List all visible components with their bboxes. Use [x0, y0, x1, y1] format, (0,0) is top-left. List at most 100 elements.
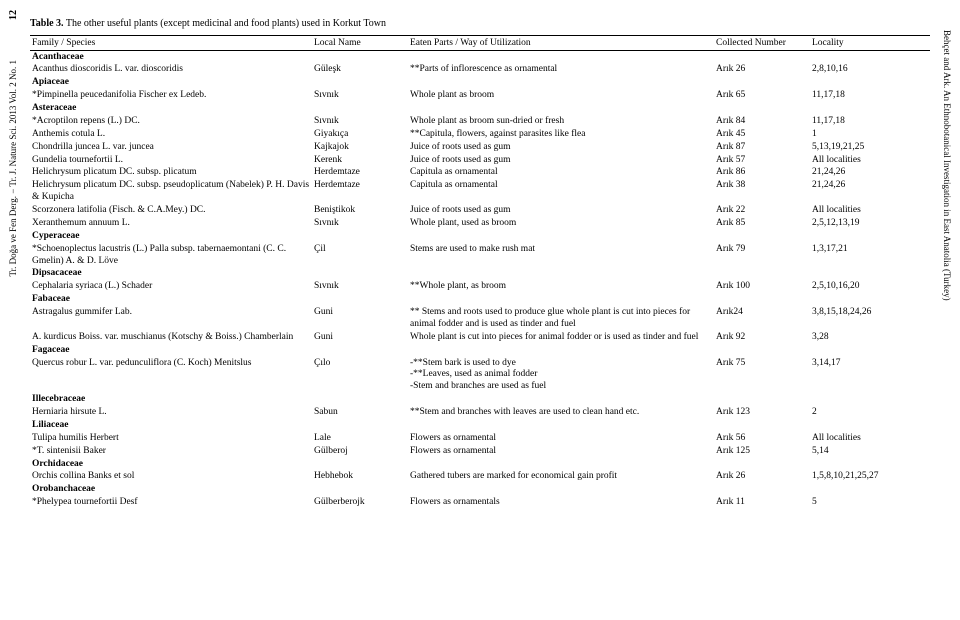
- species-cell: A. kurdicus Boiss. var. muschianus (Kots…: [30, 331, 312, 344]
- local-name-cell: Kerenk: [312, 154, 408, 167]
- species-cell: Astragalus gummifer Lab.: [30, 307, 312, 332]
- header-eaten: Eaten Parts / Way of Utilization: [408, 36, 714, 51]
- table-row: *Pimpinella peucedanifolia Fischer ex Le…: [30, 90, 930, 103]
- table-caption-text: The other useful plants (except medicina…: [66, 18, 386, 29]
- local-name-cell: Hebhebok: [312, 471, 408, 484]
- local-name-cell: Beniştikok: [312, 205, 408, 218]
- species-cell: Anthemis cotula L.: [30, 128, 312, 141]
- collected-cell: Arık 75: [714, 357, 810, 394]
- species-cell: Acanthus dioscoridis L. var. dioscoridis: [30, 64, 312, 77]
- locality-cell: 3,8,15,18,24,26: [810, 307, 930, 332]
- eaten-cell: **Whole plant, as broom: [408, 281, 714, 294]
- collected-cell: Arık 87: [714, 141, 810, 154]
- table-row: Apiaceae: [30, 77, 930, 90]
- family-cell: Asteraceae: [30, 103, 930, 116]
- table-row: Gundelia tournefortii L.KerenkJuice of r…: [30, 154, 930, 167]
- header-locality: Locality: [810, 36, 930, 51]
- locality-cell: 3,14,17: [810, 357, 930, 394]
- table-row: Acanthus dioscoridis L. var. dioscoridis…: [30, 64, 930, 77]
- eaten-cell: Capitula as ornamental: [408, 167, 714, 180]
- species-cell: Scorzonera latifolia (Fisch. & C.A.Mey.)…: [30, 205, 312, 218]
- species-cell: *Acroptilon repens (L.) DC.: [30, 115, 312, 128]
- species-cell: *Schoenoplectus lacustris (L.) Palla sub…: [30, 243, 312, 268]
- locality-cell: 21,24,26: [810, 167, 930, 180]
- family-cell: Fagaceae: [30, 344, 930, 357]
- local-name-cell: Lale: [312, 432, 408, 445]
- locality-cell: All localities: [810, 205, 930, 218]
- left-running-head: Tr. Doğa ve Fen Derg. − Tr. J. Nature Sc…: [8, 60, 18, 277]
- table-row: Acanthaceae: [30, 51, 930, 64]
- table-row: Quercus robur L. var. pedunculiflora (C.…: [30, 357, 930, 394]
- right-running-head: Behçet and Ark. An Ethnobotanical Invest…: [942, 30, 952, 301]
- species-cell: *Phelypea tournefortii Desf: [30, 497, 312, 510]
- header-species: Family / Species: [30, 36, 312, 51]
- species-cell: Orchis collina Banks et sol: [30, 471, 312, 484]
- collected-cell: Arık 85: [714, 217, 810, 230]
- eaten-cell: Whole plant as broom: [408, 90, 714, 103]
- locality-cell: 21,24,26: [810, 180, 930, 205]
- locality-cell: 1,3,17,21: [810, 243, 930, 268]
- eaten-cell: Stems are used to make rush mat: [408, 243, 714, 268]
- locality-cell: 2,5,10,16,20: [810, 281, 930, 294]
- page-number: 12: [8, 10, 19, 20]
- collected-cell: Arık 56: [714, 432, 810, 445]
- eaten-cell: Juice of roots used as gum: [408, 141, 714, 154]
- table-row: Helichrysum plicatum DC. subsp. plicatum…: [30, 167, 930, 180]
- species-cell: Helichrysum plicatum DC. subsp. pseudopl…: [30, 180, 312, 205]
- eaten-cell: -**Stem bark is used to dye-**Leaves, us…: [408, 357, 714, 394]
- table-row: Illecebraceae: [30, 394, 930, 407]
- family-cell: Cyperaceae: [30, 230, 930, 243]
- locality-cell: 1: [810, 128, 930, 141]
- collected-cell: Arık 26: [714, 64, 810, 77]
- locality-cell: 2: [810, 407, 930, 420]
- species-cell: Quercus robur L. var. pedunculiflora (C.…: [30, 357, 312, 394]
- table-row: Orobanchaceae: [30, 484, 930, 497]
- collected-cell: Arık 84: [714, 115, 810, 128]
- family-cell: Illecebraceae: [30, 394, 930, 407]
- eaten-cell: Flowers as ornamental: [408, 432, 714, 445]
- collected-cell: Arık 45: [714, 128, 810, 141]
- table-row: Cephalaria syriaca (L.) SchaderSıvnık**W…: [30, 281, 930, 294]
- table-row: Helichrysum plicatum DC. subsp. pseudopl…: [30, 180, 930, 205]
- eaten-cell: **Parts of inflorescence as ornamental: [408, 64, 714, 77]
- collected-cell: Arık 11: [714, 497, 810, 510]
- local-name-cell: Gülberoj: [312, 445, 408, 458]
- table-row: Liliaceae: [30, 419, 930, 432]
- species-cell: *Pimpinella peucedanifolia Fischer ex Le…: [30, 90, 312, 103]
- species-cell: Cephalaria syriaca (L.) Schader: [30, 281, 312, 294]
- family-cell: Liliaceae: [30, 419, 930, 432]
- table-row: Dipsacaceae: [30, 268, 930, 281]
- eaten-cell: Capitula as ornamental: [408, 180, 714, 205]
- locality-cell: 11,17,18: [810, 90, 930, 103]
- local-name-cell: Sıvnık: [312, 281, 408, 294]
- locality-cell: 5: [810, 497, 930, 510]
- plants-table: Family / Species Local Name Eaten Parts …: [30, 35, 930, 510]
- local-name-cell: Sıvnık: [312, 217, 408, 230]
- collected-cell: Arık 22: [714, 205, 810, 218]
- local-name-cell: Herdemtaze: [312, 180, 408, 205]
- locality-cell: 2,8,10,16: [810, 64, 930, 77]
- species-cell: Xeranthemum annuum L.: [30, 217, 312, 230]
- locality-cell: All localities: [810, 154, 930, 167]
- local-name-cell: Gülberberojk: [312, 497, 408, 510]
- table-label: Table 3.: [30, 18, 64, 29]
- collected-cell: Arık 57: [714, 154, 810, 167]
- locality-cell: All localities: [810, 432, 930, 445]
- family-cell: Orobanchaceae: [30, 484, 930, 497]
- table-row: Fabaceae: [30, 294, 930, 307]
- collected-cell: Arık 79: [714, 243, 810, 268]
- eaten-cell: **Capitula, flowers, against parasites l…: [408, 128, 714, 141]
- local-name-cell: Guni: [312, 331, 408, 344]
- eaten-cell: **Stem and branches with leaves are used…: [408, 407, 714, 420]
- locality-cell: 3,28: [810, 331, 930, 344]
- species-cell: Gundelia tournefortii L.: [30, 154, 312, 167]
- family-cell: Apiaceae: [30, 77, 930, 90]
- eaten-cell: ** Stems and roots used to produce glue …: [408, 307, 714, 332]
- table-row: Chondrilla juncea L. var. junceaKajkajok…: [30, 141, 930, 154]
- table-row: Scorzonera latifolia (Fisch. & C.A.Mey.)…: [30, 205, 930, 218]
- family-cell: Fabaceae: [30, 294, 930, 307]
- collected-cell: Arık 26: [714, 471, 810, 484]
- table-row: Orchis collina Banks et solHebhebokGathe…: [30, 471, 930, 484]
- locality-cell: 5,13,19,21,25: [810, 141, 930, 154]
- collected-cell: Arık 123: [714, 407, 810, 420]
